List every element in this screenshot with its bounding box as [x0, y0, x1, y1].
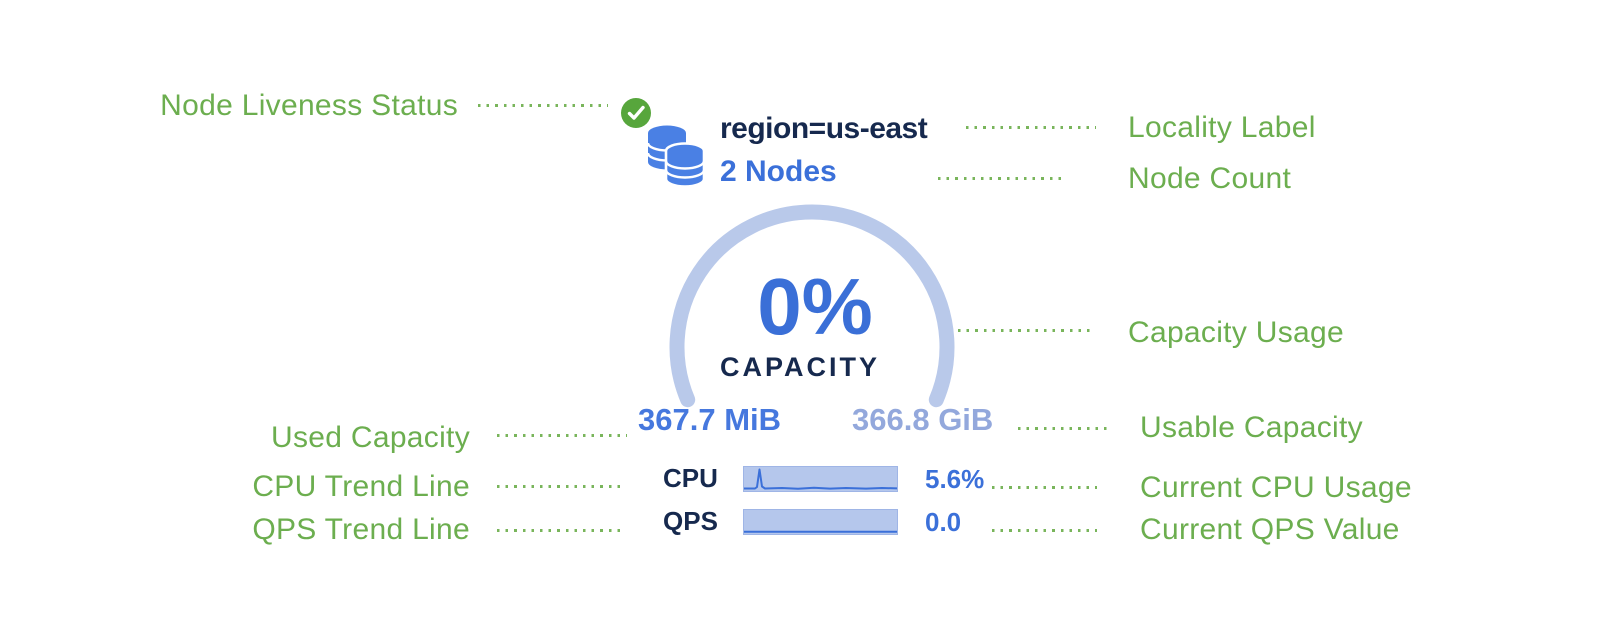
- leader-line-used-capacity: [497, 434, 627, 437]
- usable-capacity-value: 366.8 GiB: [852, 402, 994, 437]
- annotation-locality-label: Locality Label: [1128, 111, 1316, 144]
- current-cpu-value: 5.6%: [925, 464, 985, 494]
- annotation-usable-capacity: Usable Capacity: [1140, 411, 1363, 444]
- cpu-label: CPU: [663, 463, 718, 493]
- leader-line-usable-capacity: [1018, 427, 1108, 430]
- annotation-cpu-trend: CPU Trend Line: [252, 470, 470, 503]
- annotation-qps-trend: QPS Trend Line: [252, 513, 470, 546]
- annotation-node-count: Node Count: [1128, 162, 1292, 195]
- node-count-value: 2 Nodes: [720, 155, 837, 188]
- annotation-capacity-usage: Capacity Usage: [1128, 316, 1344, 349]
- leader-line-capacity-usage: [958, 329, 1090, 332]
- leader-line-qps-trend: [497, 529, 625, 532]
- leader-line-locality: [966, 126, 1096, 129]
- used-capacity-value: 367.7 MiB: [638, 402, 782, 437]
- leader-line-current-qps: [992, 529, 1097, 532]
- qps-sparkline: [743, 509, 898, 535]
- annotation-current-qps: Current QPS Value: [1140, 513, 1400, 546]
- capacity-caption: CAPACITY: [719, 352, 880, 382]
- node-card[interactable]: region=us-east 2 Nodes 0% CAPACITY 367.7…: [600, 90, 1012, 542]
- leader-line-cpu-trend: [497, 485, 625, 488]
- leader-line-current-cpu: [992, 486, 1097, 489]
- capacity-usage-percent: 0%: [757, 262, 873, 351]
- annotation-node-liveness: Node Liveness Status: [160, 89, 458, 122]
- leader-line-node-count: [938, 177, 1063, 180]
- capacity-gauge-arc: [669, 204, 955, 408]
- leader-line-node-liveness: [478, 104, 608, 107]
- cpu-sparkline: [743, 466, 898, 492]
- database-stack-icon: [646, 125, 706, 188]
- annotation-current-cpu: Current CPU Usage: [1140, 471, 1412, 504]
- check-circle-icon: [621, 98, 651, 128]
- annotation-used-capacity: Used Capacity: [271, 421, 470, 454]
- qps-label: QPS: [663, 506, 718, 536]
- current-qps-value: 0.0: [925, 507, 962, 537]
- locality-label-value: region=us-east: [720, 112, 928, 145]
